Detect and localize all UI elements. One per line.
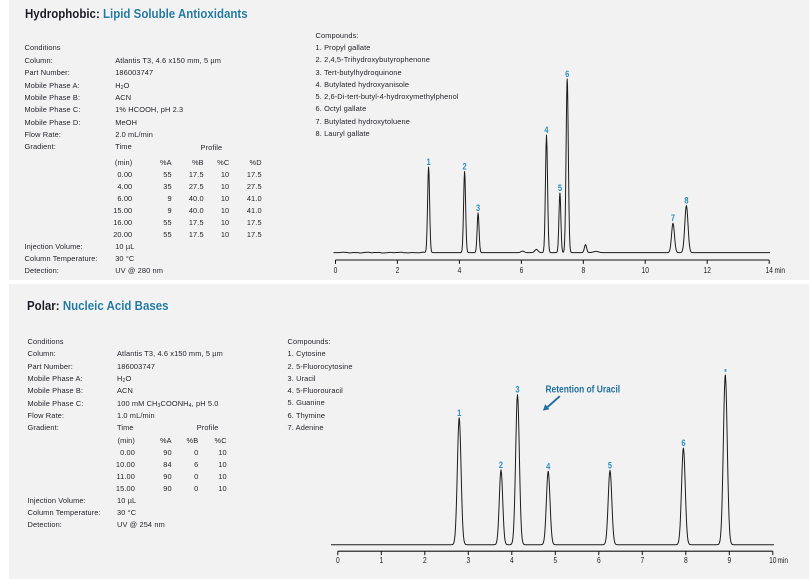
svg-text:1: 1 [379,555,383,565]
svg-text:3: 3 [476,202,480,213]
svg-text:3: 3 [466,555,470,565]
svg-text:min: min [775,265,785,275]
svg-text:8: 8 [684,555,688,565]
svg-text:0: 0 [336,555,340,565]
svg-text:10: 10 [642,265,649,275]
svg-text:5: 5 [558,182,562,193]
svg-text:7: 7 [671,212,675,223]
svg-text:min: min [778,555,788,565]
svg-text:6: 6 [681,437,685,448]
svg-text:1: 1 [427,156,431,167]
svg-text:4: 4 [510,555,514,565]
svg-text:8: 8 [684,195,688,206]
svg-text:2: 2 [396,265,400,275]
svg-text:9: 9 [727,555,731,565]
svg-text:6: 6 [565,68,569,79]
svg-text:3: 3 [515,384,519,395]
svg-text:2: 2 [463,161,467,172]
svg-text:5: 5 [608,460,612,471]
svg-text:7: 7 [640,555,644,565]
svg-text:1: 1 [457,407,461,418]
svg-text:6: 6 [597,555,601,565]
svg-text:12: 12 [704,265,711,275]
svg-text:Retention of Uracil: Retention of Uracil [546,383,621,395]
svg-text:5: 5 [553,555,557,565]
svg-text:14: 14 [766,265,773,275]
svg-text:8: 8 [581,265,585,275]
svg-text:0: 0 [334,265,338,275]
svg-text:4: 4 [544,124,548,135]
svg-text:4: 4 [458,265,462,275]
svg-text:4: 4 [546,460,550,471]
svg-text:2: 2 [499,459,503,470]
svg-text:10: 10 [769,555,776,565]
svg-text:6: 6 [520,265,524,275]
svg-text:2: 2 [423,555,427,565]
